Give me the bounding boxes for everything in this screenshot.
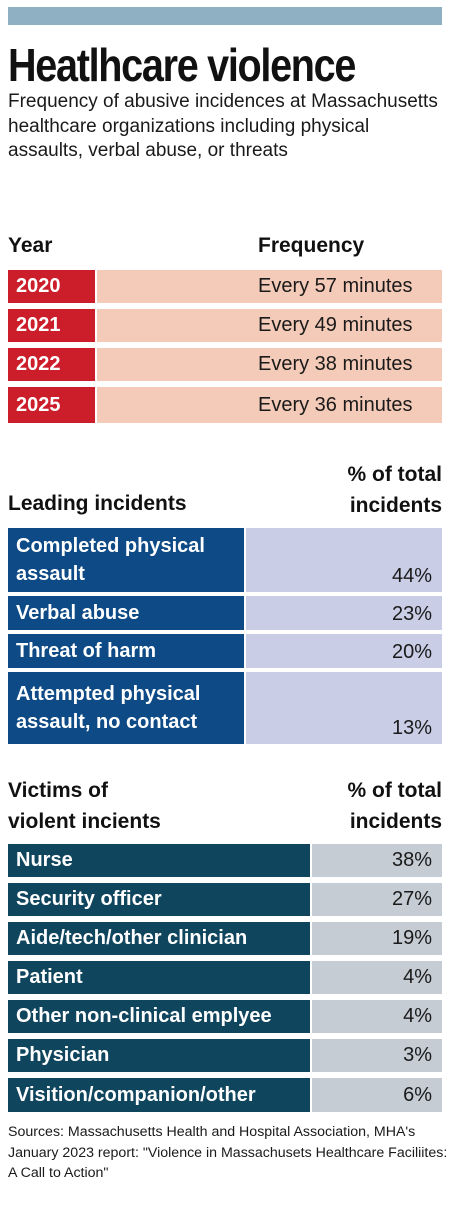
incidents-label-header: Leading incidents (8, 492, 187, 515)
year-column-header: Year (8, 234, 53, 257)
incidents-value-header: % of total incidents (347, 463, 443, 517)
page-title: Heatlhcare violence (8, 39, 356, 91)
frequency-cell: Every 38 minutes (97, 348, 442, 381)
incident-value-cell: 23% (246, 596, 442, 630)
year-cell: 2025 (8, 387, 95, 423)
victim-value-cell: 19% (312, 922, 442, 955)
frequency-column-header: Frequency (258, 234, 365, 257)
victim-label-cell: Nurse (8, 844, 310, 877)
victim-row: Nurse 38% (8, 844, 442, 877)
year-cell: 2021 (8, 309, 95, 342)
victim-label-cell: Aide/tech/other clinician (8, 922, 310, 955)
frequency-cell: Every 57 minutes (97, 270, 442, 303)
victim-row: Visition/companion/other 6% (8, 1078, 442, 1112)
frequency-row: 2022 Every 38 minutes (8, 348, 442, 381)
victim-label-cell: Other non-clinical emplyee (8, 1000, 310, 1033)
frequency-cell: Every 36 minutes (97, 387, 442, 423)
victim-row: Aide/tech/other clinician 19% (8, 922, 442, 955)
victims-value-header: % of total incidents (347, 779, 443, 833)
victim-value-cell: 4% (312, 1000, 442, 1033)
victim-value-cell: 27% (312, 883, 442, 916)
victim-label-cell: Patient (8, 961, 310, 994)
frequency-row: 2020 Every 57 minutes (8, 270, 442, 303)
victim-value-cell: 38% (312, 844, 442, 877)
victim-label-cell: Physician (8, 1039, 310, 1072)
sources-note: Sources: Massachusetts Health and Hospit… (8, 1124, 448, 1181)
incident-label-cell: Completed physical assault (8, 528, 244, 592)
victim-value-cell: 4% (312, 961, 442, 994)
incident-row: Threat of harm 20% (8, 634, 442, 668)
victim-label-cell: Security officer (8, 883, 310, 916)
frequency-row: 2025 Every 36 minutes (8, 387, 442, 423)
victim-value-cell: 6% (312, 1078, 442, 1112)
victim-value-cell: 3% (312, 1039, 442, 1072)
victim-row: Security officer 27% (8, 883, 442, 916)
year-cell: 2020 (8, 270, 95, 303)
incident-row: Verbal abuse 23% (8, 596, 442, 630)
incident-label-cell: Verbal abuse (8, 596, 244, 630)
victim-row: Patient 4% (8, 961, 442, 994)
incident-row: Attempted physical assault, no contact 1… (8, 672, 442, 744)
incident-label-cell: Attempted physical assault, no contact (8, 672, 244, 744)
frequency-cell: Every 49 minutes (97, 309, 442, 342)
frequency-row: 2021 Every 49 minutes (8, 309, 442, 342)
incident-row: Completed physical assault 44% (8, 528, 442, 592)
victims-label-header: Victims of violent incients (8, 779, 161, 833)
incident-label-cell: Threat of harm (8, 634, 244, 668)
incident-value-cell: 44% (246, 528, 442, 592)
year-cell: 2022 (8, 348, 95, 381)
incident-value-cell: 13% (246, 672, 442, 744)
top-accent-bar (8, 7, 442, 25)
incident-value-cell: 20% (246, 634, 442, 668)
victim-row: Physician 3% (8, 1039, 442, 1072)
page-subtitle: Frequency of abusive incidences at Massa… (8, 91, 438, 161)
victim-label-cell: Visition/companion/other (8, 1078, 310, 1112)
victim-row: Other non-clinical emplyee 4% (8, 1000, 442, 1033)
